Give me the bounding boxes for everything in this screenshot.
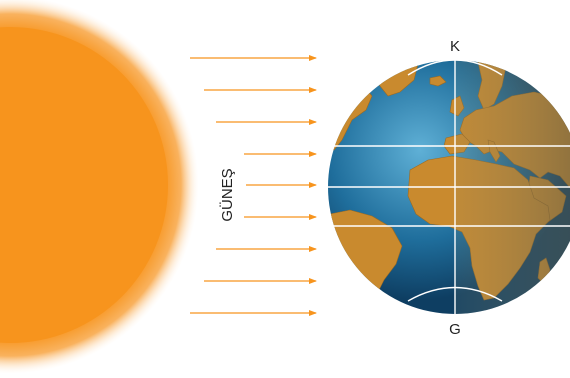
arctic-circle <box>407 59 503 76</box>
earth-grid <box>328 59 570 314</box>
sun <box>0 0 198 373</box>
sun-label: GÜNEŞ <box>218 168 236 221</box>
sun-disk <box>0 27 168 343</box>
antarctic-circle <box>407 286 503 302</box>
sun-rays <box>190 55 317 316</box>
iceland <box>429 75 447 87</box>
earth-globe <box>328 59 570 314</box>
night-side-shade <box>455 60 570 314</box>
south-pole-label: G <box>449 321 461 338</box>
north-pole-label: K <box>450 38 460 55</box>
